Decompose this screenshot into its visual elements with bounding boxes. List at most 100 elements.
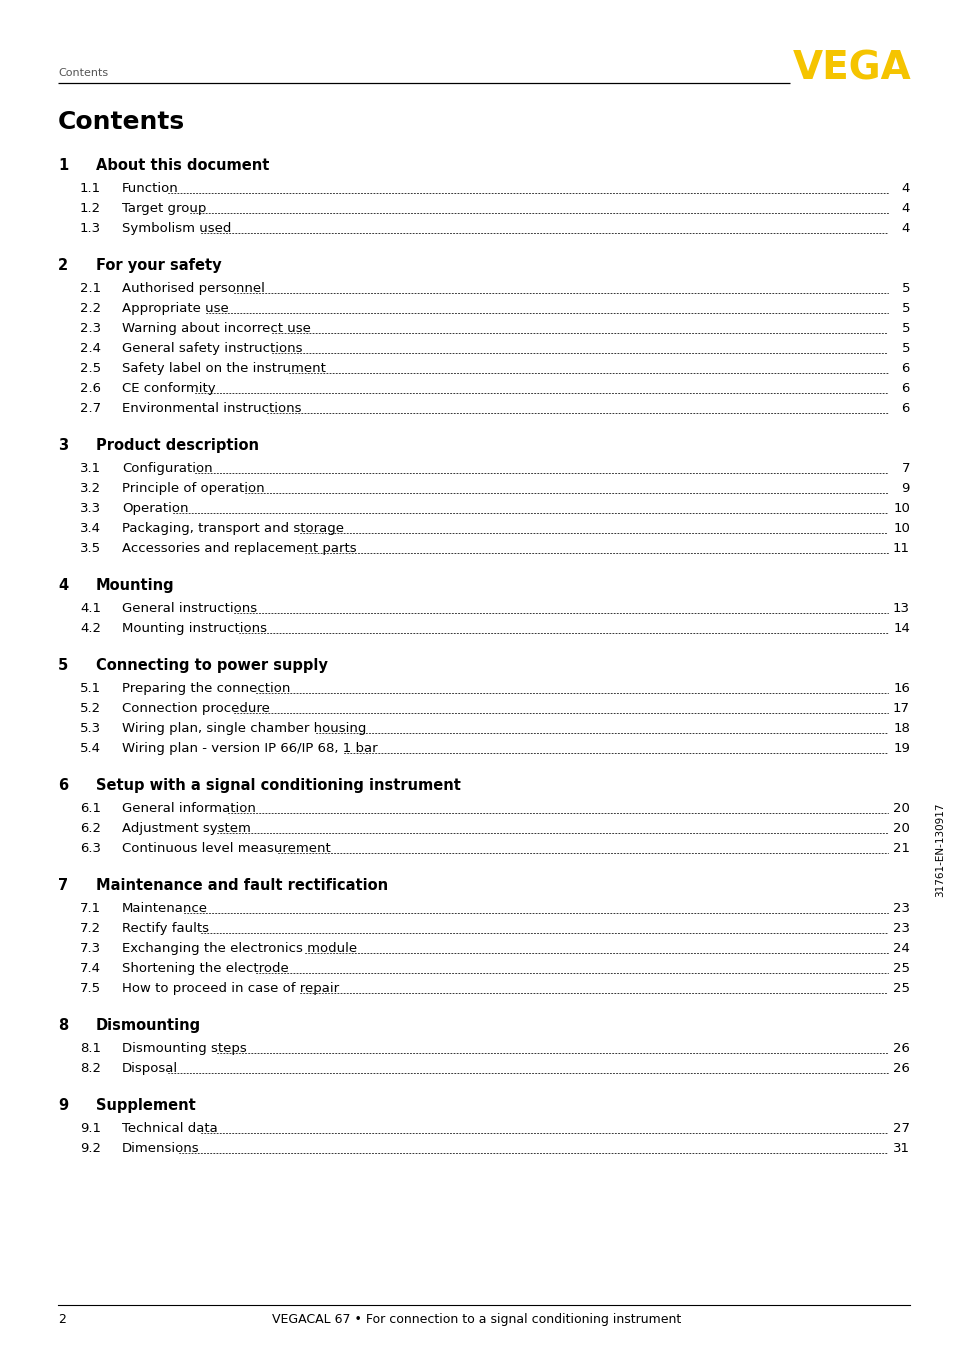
Text: 5.2: 5.2 xyxy=(80,701,101,715)
Text: Operation: Operation xyxy=(122,502,189,515)
Text: 18: 18 xyxy=(892,722,909,735)
Text: 11: 11 xyxy=(892,542,909,555)
Text: Connecting to power supply: Connecting to power supply xyxy=(96,658,328,673)
Text: Rectify faults: Rectify faults xyxy=(122,922,209,936)
Text: 5.3: 5.3 xyxy=(80,722,101,735)
Text: 5: 5 xyxy=(901,302,909,315)
Text: 5.4: 5.4 xyxy=(80,742,101,756)
Text: Continuous level measurement: Continuous level measurement xyxy=(122,842,331,854)
Text: 2.3: 2.3 xyxy=(80,322,101,334)
Text: 21: 21 xyxy=(892,842,909,854)
Text: 26: 26 xyxy=(892,1043,909,1055)
Text: 3.4: 3.4 xyxy=(80,523,101,535)
Text: Connection procedure: Connection procedure xyxy=(122,701,270,715)
Text: 7.2: 7.2 xyxy=(80,922,101,936)
Text: Contents: Contents xyxy=(58,110,185,134)
Text: 26: 26 xyxy=(892,1062,909,1075)
Text: 4.1: 4.1 xyxy=(80,603,101,615)
Text: 5: 5 xyxy=(58,658,69,673)
Text: Mounting instructions: Mounting instructions xyxy=(122,621,267,635)
Text: 8: 8 xyxy=(58,1018,69,1033)
Text: 31: 31 xyxy=(892,1141,909,1155)
Text: 2: 2 xyxy=(58,1313,66,1326)
Text: Exchanging the electronics module: Exchanging the electronics module xyxy=(122,942,356,955)
Text: 13: 13 xyxy=(892,603,909,615)
Text: 4: 4 xyxy=(901,222,909,236)
Text: Target group: Target group xyxy=(122,202,206,215)
Text: 8.2: 8.2 xyxy=(80,1062,101,1075)
Text: Maintenance and fault rectification: Maintenance and fault rectification xyxy=(96,877,388,894)
Text: 3.1: 3.1 xyxy=(80,462,101,475)
Text: 2: 2 xyxy=(58,259,68,274)
Text: 6.2: 6.2 xyxy=(80,822,101,835)
Text: 10: 10 xyxy=(892,502,909,515)
Text: 16: 16 xyxy=(892,682,909,695)
Text: Maintenance: Maintenance xyxy=(122,902,208,915)
Text: 3.3: 3.3 xyxy=(80,502,101,515)
Text: Dimensions: Dimensions xyxy=(122,1141,199,1155)
Text: 4.2: 4.2 xyxy=(80,621,101,635)
Text: 7.1: 7.1 xyxy=(80,902,101,915)
Text: About this document: About this document xyxy=(96,158,269,173)
Text: Authorised personnel: Authorised personnel xyxy=(122,282,265,295)
Text: Warning about incorrect use: Warning about incorrect use xyxy=(122,322,311,334)
Text: Packaging, transport and storage: Packaging, transport and storage xyxy=(122,523,344,535)
Text: Preparing the connection: Preparing the connection xyxy=(122,682,290,695)
Text: 5: 5 xyxy=(901,343,909,355)
Text: Configuration: Configuration xyxy=(122,462,213,475)
Text: Symbolism used: Symbolism used xyxy=(122,222,232,236)
Text: 9: 9 xyxy=(901,482,909,496)
Text: Accessories and replacement parts: Accessories and replacement parts xyxy=(122,542,356,555)
Text: 4: 4 xyxy=(58,578,68,593)
Text: Technical data: Technical data xyxy=(122,1122,217,1135)
Text: Wiring plan, single chamber housing: Wiring plan, single chamber housing xyxy=(122,722,366,735)
Text: 19: 19 xyxy=(892,742,909,756)
Text: 6.1: 6.1 xyxy=(80,802,101,815)
Text: 1: 1 xyxy=(58,158,69,173)
Text: General safety instructions: General safety instructions xyxy=(122,343,302,355)
Text: 14: 14 xyxy=(892,621,909,635)
Text: 23: 23 xyxy=(892,902,909,915)
Text: 8.1: 8.1 xyxy=(80,1043,101,1055)
Text: 6.3: 6.3 xyxy=(80,842,101,854)
Text: 23: 23 xyxy=(892,922,909,936)
Text: 24: 24 xyxy=(892,942,909,955)
Text: 2.1: 2.1 xyxy=(80,282,101,295)
Text: 4: 4 xyxy=(901,181,909,195)
Text: 7: 7 xyxy=(901,462,909,475)
Text: 7: 7 xyxy=(58,877,68,894)
Text: 6: 6 xyxy=(58,779,68,793)
Text: Environmental instructions: Environmental instructions xyxy=(122,402,301,414)
Text: Supplement: Supplement xyxy=(96,1098,195,1113)
Text: 27: 27 xyxy=(892,1122,909,1135)
Text: Safety label on the instrument: Safety label on the instrument xyxy=(122,362,326,375)
Text: Dismounting: Dismounting xyxy=(96,1018,201,1033)
Text: 25: 25 xyxy=(892,982,909,995)
Text: Appropriate use: Appropriate use xyxy=(122,302,229,315)
Text: 2.6: 2.6 xyxy=(80,382,101,395)
Text: VEGA: VEGA xyxy=(792,50,911,88)
Text: Dismounting steps: Dismounting steps xyxy=(122,1043,247,1055)
Text: Function: Function xyxy=(122,181,178,195)
Text: Adjustment system: Adjustment system xyxy=(122,822,251,835)
Text: 9: 9 xyxy=(58,1098,68,1113)
Text: General instructions: General instructions xyxy=(122,603,257,615)
Text: 7.5: 7.5 xyxy=(80,982,101,995)
Text: Shortening the electrode: Shortening the electrode xyxy=(122,961,289,975)
Text: Product description: Product description xyxy=(96,437,258,454)
Text: 25: 25 xyxy=(892,961,909,975)
Text: Contents: Contents xyxy=(58,68,108,79)
Text: 7.4: 7.4 xyxy=(80,961,101,975)
Text: 9.2: 9.2 xyxy=(80,1141,101,1155)
Text: 6: 6 xyxy=(901,382,909,395)
Text: For your safety: For your safety xyxy=(96,259,221,274)
Text: General information: General information xyxy=(122,802,255,815)
Text: How to proceed in case of repair: How to proceed in case of repair xyxy=(122,982,338,995)
Text: 17: 17 xyxy=(892,701,909,715)
Text: 5: 5 xyxy=(901,282,909,295)
Text: 31761-EN-130917: 31761-EN-130917 xyxy=(934,803,944,898)
Text: 3: 3 xyxy=(58,437,68,454)
Text: 3.5: 3.5 xyxy=(80,542,101,555)
Text: 1.1: 1.1 xyxy=(80,181,101,195)
Text: 20: 20 xyxy=(892,802,909,815)
